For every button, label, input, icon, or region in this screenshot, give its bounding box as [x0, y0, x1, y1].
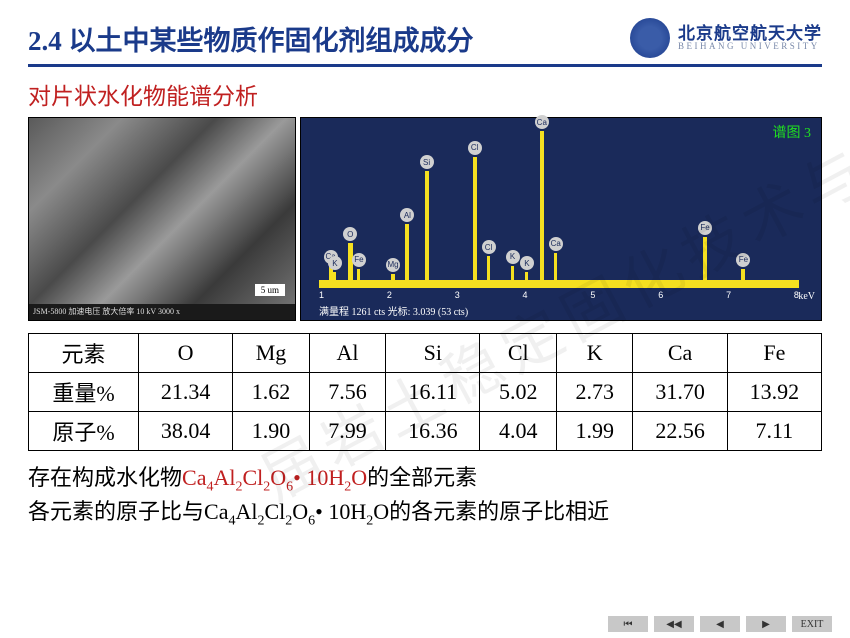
table-cell: 13.92	[727, 373, 821, 412]
x-tick: 5	[590, 290, 595, 302]
table-cell: 7.11	[727, 412, 821, 451]
table-column-header: O	[139, 334, 233, 373]
sem-footer-label: JSM-5800 加速电压 放大倍率 10 kV 3000 x	[29, 304, 295, 320]
logo-circle	[630, 18, 670, 58]
x-tick: 7	[726, 290, 731, 302]
table-cell: 38.04	[139, 412, 233, 451]
slide-title: 2.4 以土中某些物质作固化剂组成成分	[28, 19, 474, 58]
nav-exit-button[interactable]: EXIT	[792, 616, 832, 632]
spectrum-peak: Si	[425, 171, 429, 288]
table-column-header: Si	[386, 334, 480, 373]
table-cell: 22.56	[633, 412, 727, 451]
table-cell: 2.73	[556, 373, 633, 412]
subtitle: 对片状水化物能谱分析	[28, 77, 822, 111]
table-cell: 7.99	[309, 412, 386, 451]
spectrum-peak: Fe	[703, 237, 707, 288]
conclusion-line1-prefix: 存在构成水化物	[28, 465, 182, 490]
table-cell: 1.62	[233, 373, 310, 412]
table-header-label: 元素	[29, 334, 139, 373]
peak-label: Al	[400, 208, 414, 222]
spectrum-peak: K	[525, 272, 528, 288]
peak-label: Fe	[698, 221, 712, 235]
x-tick: 6	[658, 290, 663, 302]
nav-prev-button[interactable]: ◀◀	[654, 616, 694, 632]
x-tick: 2	[387, 290, 392, 302]
spectrum-peak: Cl	[487, 256, 490, 288]
nav-first-button[interactable]: ⏮	[608, 616, 648, 632]
peak-label: Fe	[352, 253, 366, 267]
x-tick: 4	[523, 290, 528, 302]
table-cell: 7.56	[309, 373, 386, 412]
spectrum-unit-label: keV	[798, 291, 815, 302]
spectrum-peak: Cl	[473, 157, 477, 288]
sem-scale-bar: 5 um	[255, 284, 285, 296]
conclusion-text: 存在构成水化物Ca4Al2Cl2O6• 10H2O的全部元素 各元素的原子比与C…	[28, 463, 822, 531]
table-column-header: Cl	[480, 334, 557, 373]
table-cell: 1.99	[556, 412, 633, 451]
peak-label: O	[343, 227, 357, 241]
spectrum-peak: Fe	[357, 269, 360, 288]
spectrum-peak: Ca	[554, 253, 557, 288]
table-cell: 16.11	[386, 373, 480, 412]
spectrum-peak: Al	[405, 224, 409, 288]
spectrum-peak: K	[511, 266, 514, 288]
table-cell: 1.90	[233, 412, 310, 451]
table-cell: 21.34	[139, 373, 233, 412]
spectrum-peak: Fe	[741, 269, 745, 288]
conclusion-line1-suffix: 的全部元素	[367, 465, 477, 490]
peak-label: Fe	[736, 253, 750, 267]
university-name-cn: 北京航空航天大学	[678, 25, 822, 42]
peak-label: Ca	[549, 237, 563, 251]
table-cell: 16.36	[386, 412, 480, 451]
spectrum-peak: Ca	[540, 131, 544, 288]
table-cell: 31.70	[633, 373, 727, 412]
element-composition-table: 元素OMgAlSiClKCaFe 重量%21.341.627.5616.115.…	[28, 333, 822, 451]
navigation-bar: ⏮ ◀◀ ◀ ▶ EXIT	[608, 616, 832, 632]
table-column-header: Al	[309, 334, 386, 373]
chemical-formula-1: Ca4Al2Cl2O6• 10H2O	[182, 465, 367, 490]
chemical-formula-2: Ca4Al2Cl2O6• 10H2O	[204, 499, 389, 524]
university-name-en: BEIHANG UNIVERSITY	[678, 42, 822, 51]
x-tick: 3	[455, 290, 460, 302]
university-logo: 北京航空航天大学 BEIHANG UNIVERSITY	[630, 18, 822, 58]
table-cell: 4.04	[480, 412, 557, 451]
spectrum-info-label: 满量程 1261 cts 光标: 3.039 (53 cts)	[319, 303, 468, 318]
table-column-header: Ca	[633, 334, 727, 373]
nav-back-button[interactable]: ◀	[700, 616, 740, 632]
spectrum-peak: O	[348, 243, 353, 288]
peak-label: K	[520, 256, 534, 270]
conclusion-line2-suffix: 的各元素的原子比相近	[389, 499, 609, 524]
table-row-label: 原子%	[29, 412, 139, 451]
nav-next-button[interactable]: ▶	[746, 616, 786, 632]
peak-label: Ca	[535, 115, 549, 129]
table-column-header: K	[556, 334, 633, 373]
spectrum-peak: K	[333, 272, 336, 288]
sem-microscopy-image: 5 um JSM-5800 加速电压 放大倍率 10 kV 3000 x	[28, 117, 296, 321]
peak-label: Si	[420, 155, 434, 169]
x-tick: 1	[319, 290, 324, 302]
eds-spectrum-chart: 谱图 3 CaKOFeMgAlSiClClKKCaCaFeFe 12345678…	[300, 117, 822, 321]
peak-label: K	[328, 256, 342, 270]
table-column-header: Mg	[233, 334, 310, 373]
conclusion-line2-prefix: 各元素的原子比与	[28, 499, 204, 524]
peak-label: Mg	[386, 258, 400, 272]
header-divider	[28, 64, 822, 67]
peak-label: Cl	[468, 141, 482, 155]
peak-label: Cl	[482, 240, 496, 254]
spectrum-peak: Mg	[391, 274, 395, 288]
spectrum-x-axis: 12345678	[319, 290, 799, 302]
table-cell: 5.02	[480, 373, 557, 412]
peak-label: K	[506, 250, 520, 264]
table-row-label: 重量%	[29, 373, 139, 412]
table-column-header: Fe	[727, 334, 821, 373]
